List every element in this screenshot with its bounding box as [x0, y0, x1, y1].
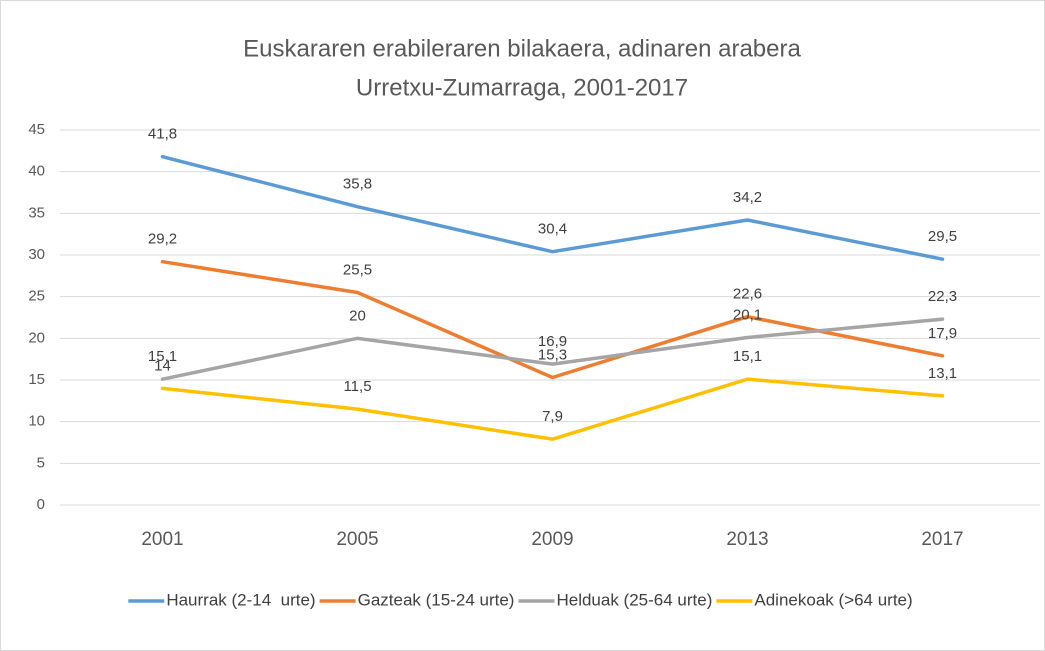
data-label: 14: [154, 357, 171, 374]
y-tick-label: 35: [28, 204, 45, 221]
legend-item: Haurrak (2-14 urte): [128, 590, 316, 609]
data-label: 7,9: [542, 408, 563, 425]
data-label: 29,5: [928, 228, 957, 245]
x-tick-label: 2017: [921, 529, 963, 550]
y-tick-label: 15: [28, 371, 45, 388]
x-tick-label: 2013: [726, 529, 768, 550]
data-label: 22,6: [733, 286, 762, 303]
data-label: 41,8: [148, 126, 177, 143]
series-line: [160, 154, 945, 261]
data-label: 15,3: [538, 346, 567, 363]
data-label: 29,2: [148, 231, 177, 248]
data-label: 25,5: [343, 261, 372, 278]
y-tick-label: 45: [28, 121, 45, 138]
legend-label: Adinekoak (>64 urte): [754, 590, 912, 609]
data-label: 34,2: [733, 189, 762, 206]
data-label: 15,1: [148, 348, 177, 365]
data-label: 35,8: [343, 176, 372, 193]
data-label: 16,9: [538, 333, 567, 350]
legend-label: Gazteak (15-24 urte): [358, 590, 515, 609]
chart-subtitle: Urretxu-Zumarraga, 2001-2017: [356, 74, 688, 101]
data-label: 17,9: [928, 325, 957, 342]
data-label: 20: [349, 307, 366, 324]
data-label: 15,1: [733, 348, 762, 365]
legend-label: Helduak (25-64 urte): [556, 590, 712, 609]
y-tick-label: 30: [28, 246, 45, 263]
legend-item: Helduak (25-64 urte): [518, 590, 712, 609]
legend-label: Haurrak (2-14 urte): [166, 590, 315, 609]
data-label: 30,4: [538, 221, 567, 238]
x-tick-label: 2005: [336, 529, 378, 550]
legend-item: Adinekoak (>64 urte): [716, 590, 913, 609]
data-label: 11,5: [343, 378, 371, 395]
y-tick-label: 20: [28, 329, 45, 346]
legend-item: Gazteak (15-24 urte): [319, 590, 515, 609]
y-tick-label: 10: [28, 413, 45, 430]
y-tick-label: 25: [28, 288, 45, 305]
x-tick-label: 2009: [531, 529, 573, 550]
data-label: 13,1: [928, 365, 957, 382]
series-line: [160, 377, 945, 441]
data-label: 22,3: [928, 288, 957, 305]
y-tick-label: 5: [37, 454, 45, 471]
series-line: [160, 317, 945, 381]
data-label: 20,1: [733, 306, 762, 323]
y-tick-label: 0: [37, 496, 45, 513]
chart-title: Euskararen erabileraren bilakaera, adina…: [243, 35, 801, 62]
x-tick-label: 2001: [141, 529, 183, 550]
y-tick-label: 40: [28, 163, 45, 180]
